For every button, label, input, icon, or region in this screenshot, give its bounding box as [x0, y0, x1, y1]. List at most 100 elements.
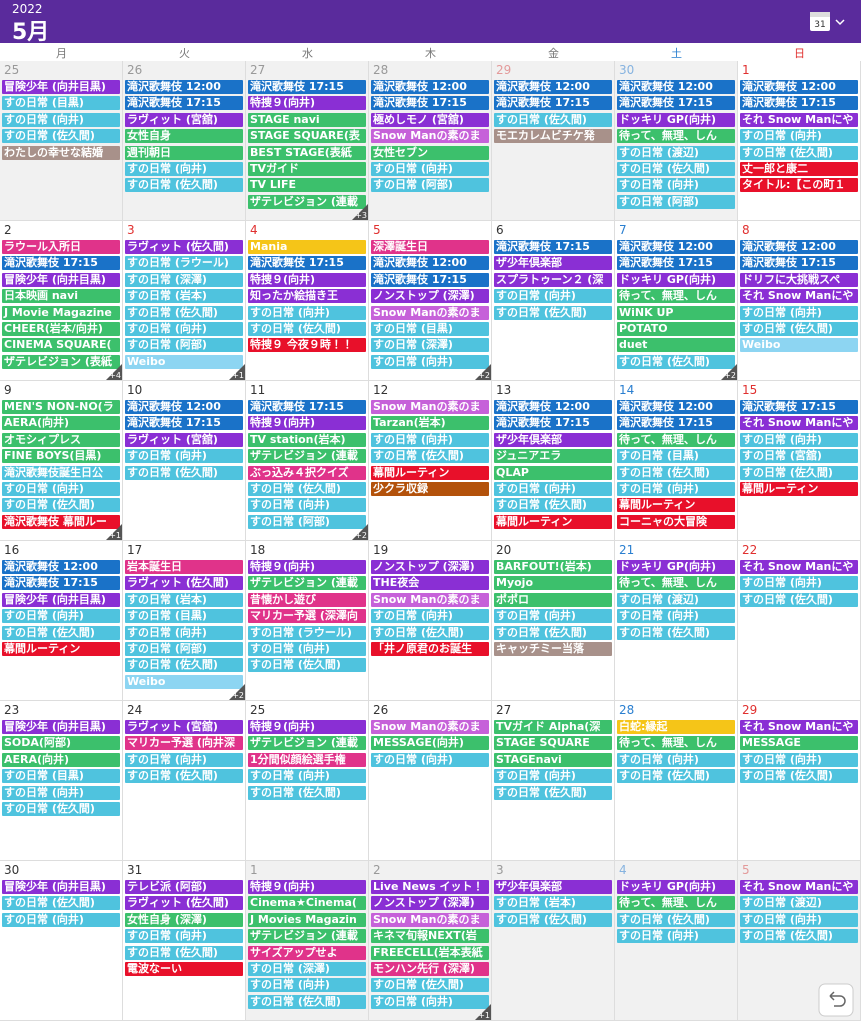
event[interactable]: すの日常 (佐久間): [617, 912, 735, 927]
event[interactable]: 滝沢歌舞伎 17:15: [740, 96, 858, 111]
event[interactable]: 「井ノ原君のお誕生: [371, 642, 489, 656]
event[interactable]: コーニャの大冒険: [617, 514, 735, 529]
event[interactable]: 女性自身 (深澤): [125, 912, 243, 927]
event[interactable]: すの日常 (向井): [371, 432, 489, 447]
event[interactable]: ザ少年倶楽部: [494, 432, 612, 447]
day-cell[interactable]: 23 冒険少年 (向井目黒) SODA(阿部) AERA(向井) すの日常 (目黒) すの…: [0, 701, 123, 861]
day-cell[interactable]: 28 白蛇:縁起 待って、無理、しん すの日常 (向井) すの日常 (佐久間): [615, 701, 738, 861]
calendar-button[interactable]: 31: [808, 9, 852, 35]
event[interactable]: Myojo: [494, 576, 612, 591]
more-indicator[interactable]: [106, 524, 122, 540]
event[interactable]: Cinema★Cinema(: [248, 896, 366, 911]
day-cell[interactable]: 29 それ Snow Manにや MESSAGE すの日常 (向井) すの日常 (佐久間…: [738, 701, 861, 861]
event[interactable]: すの日常 (向井): [2, 609, 120, 624]
event[interactable]: すの日常 (渡辺): [617, 145, 735, 160]
day-cell[interactable]: 19 ノンストップ (深澤) THE夜会 Snow Manの素のま すの日常 (向井) す…: [369, 541, 492, 701]
event[interactable]: すの日常 (阿部): [125, 338, 243, 353]
event[interactable]: WiNK UP: [617, 305, 735, 320]
event[interactable]: ラヴィット (佐久間): [125, 576, 243, 591]
event[interactable]: すの日常 (向井): [125, 162, 243, 176]
event[interactable]: すの日常 (佐久間): [2, 802, 120, 816]
event[interactable]: すの日常 (佐久間): [125, 465, 243, 480]
event[interactable]: すの日常 (深澤): [125, 272, 243, 287]
more-indicator[interactable]: [106, 364, 122, 380]
event[interactable]: すの日常 (目黒): [2, 769, 120, 784]
event[interactable]: すの日常 (向井): [125, 449, 243, 464]
event[interactable]: すの日常 (向井): [740, 576, 858, 591]
event[interactable]: 女性自身: [125, 129, 243, 144]
day-cell[interactable]: 11 滝沢歌舞伎 17:15 特捜９(向井) TV station(岩本) ザテレビジョ…: [246, 381, 369, 541]
day-cell[interactable]: 21 ドッキリ GP(向井) 待って、無理、しん すの日常 (渡辺) すの日常 (向井)…: [615, 541, 738, 701]
event[interactable]: すの日常 (佐久間): [248, 994, 366, 1009]
event[interactable]: モンハン先行 (深澤): [371, 962, 489, 976]
event[interactable]: 滝沢歌舞伎 12:00: [371, 80, 489, 94]
event[interactable]: THE夜会: [371, 576, 489, 591]
event[interactable]: すの日常 (向井): [617, 929, 735, 944]
event[interactable]: ラヴィット (宮舘): [125, 112, 243, 127]
event[interactable]: すの日常 (向井): [248, 769, 366, 784]
event[interactable]: すの日常 (向井): [494, 769, 612, 784]
day-cell[interactable]: 6 滝沢歌舞伎 17:15 ザ少年倶楽部 スプラトゥーン２ (深 すの日常 (向井) すの…: [492, 221, 615, 381]
event[interactable]: 待って、無理、しん: [617, 129, 735, 144]
event[interactable]: 知ったか絵描き王: [248, 289, 366, 304]
event[interactable]: 滝沢歌舞伎 17:15: [2, 576, 120, 591]
event[interactable]: すの日常 (向井): [494, 289, 612, 304]
event[interactable]: すの日常 (佐久間): [2, 625, 120, 640]
event[interactable]: すの日常 (深澤): [248, 962, 366, 976]
event[interactable]: すの日常 (目黒): [125, 609, 243, 624]
day-cell[interactable]: 26 Snow Manの素のま MESSAGE(向井) すの日常 (向井): [369, 701, 492, 861]
event[interactable]: 滝沢歌舞伎 17:15: [617, 256, 735, 271]
event[interactable]: AERA(向井): [2, 752, 120, 767]
day-cell[interactable]: 26 滝沢歌舞伎 12:00 滝沢歌舞伎 17:15 ラヴィット (宮舘) 女性自身 週刊…: [123, 61, 246, 221]
event[interactable]: ドッキリ GP(向井): [617, 112, 735, 127]
event[interactable]: すの日常 (佐久間): [125, 769, 243, 784]
event[interactable]: 滝沢歌舞伎 17:15: [740, 256, 858, 271]
event[interactable]: 深澤誕生日: [371, 240, 489, 254]
event[interactable]: 特捜９(向井): [248, 416, 366, 431]
event[interactable]: キネマ旬報NEXT(岩: [371, 929, 489, 944]
event[interactable]: マリカー予選 (向井深: [125, 736, 243, 751]
event[interactable]: すの日常 (岩本): [494, 896, 612, 911]
event[interactable]: すの日常 (向井): [2, 912, 120, 927]
day-cell[interactable]: 5 それ Snow Manにや すの日常 (渡辺) すの日常 (向井) すの日常 (佐久…: [738, 861, 861, 1021]
event[interactable]: 滝沢歌舞伎 17:15: [617, 416, 735, 431]
event[interactable]: 滝沢歌舞伎 17:15: [371, 96, 489, 111]
event[interactable]: 極めしモノ (宮舘): [371, 112, 489, 127]
more-indicator[interactable]: [229, 684, 245, 700]
event[interactable]: すの日常 (佐久間): [617, 162, 735, 176]
event[interactable]: 日本映画 navi: [2, 289, 120, 304]
event[interactable]: 滝沢歌舞伎 17:15: [494, 416, 612, 431]
event[interactable]: すの日常 (阿部): [125, 642, 243, 656]
event[interactable]: すの日常 (向井): [371, 752, 489, 767]
event[interactable]: 滝沢歌舞伎 17:15: [125, 416, 243, 431]
event[interactable]: BEST STAGE(表紙: [248, 145, 366, 160]
event[interactable]: すの日常 (向井): [617, 482, 735, 496]
event[interactable]: 滝沢歌舞伎 12:00: [617, 400, 735, 414]
event[interactable]: オモシィプレス: [2, 432, 120, 447]
event[interactable]: すの日常 (向井): [2, 482, 120, 496]
event[interactable]: STAGE SQUARE(表: [248, 129, 366, 144]
more-indicator[interactable]: [352, 204, 368, 220]
event[interactable]: キャッチミー当落: [494, 642, 612, 656]
event[interactable]: すの日常 (向井): [371, 354, 489, 369]
event[interactable]: 滝沢歌舞伎 12:00: [494, 80, 612, 94]
event[interactable]: Mania: [248, 240, 366, 254]
day-cell[interactable]: 3 ラヴィット (佐久間) すの日常 (ラウール) すの日常 (深澤) すの日常 (岩本…: [123, 221, 246, 381]
event[interactable]: すの日常 (向井): [2, 112, 120, 127]
event[interactable]: すの日常 (佐久間): [248, 785, 366, 800]
event[interactable]: すの日常 (佐久間): [740, 929, 858, 944]
event[interactable]: すの日常 (宮舘): [740, 449, 858, 464]
event[interactable]: ラヴィット (佐久間): [125, 896, 243, 911]
event[interactable]: J Movie Magazine: [2, 305, 120, 320]
event[interactable]: すの日常 (向井): [617, 752, 735, 767]
event[interactable]: 冒険少年 (向井目黒): [2, 592, 120, 607]
event[interactable]: すの日常 (向井): [125, 625, 243, 640]
event[interactable]: すの日常 (目黒): [2, 96, 120, 111]
event[interactable]: 幕間ルーティン: [740, 482, 858, 496]
event[interactable]: MESSAGE(向井): [371, 736, 489, 751]
day-cell[interactable]: 27 滝沢歌舞伎 17:15 特捜９(向井) STAGE navi STAGE SQUA…: [246, 61, 369, 221]
back-button[interactable]: [818, 983, 854, 1017]
event[interactable]: ラヴィット (宮舘): [125, 720, 243, 734]
event[interactable]: すの日常 (渡辺): [617, 592, 735, 607]
event[interactable]: 滝沢歌舞伎 12:00: [125, 400, 243, 414]
